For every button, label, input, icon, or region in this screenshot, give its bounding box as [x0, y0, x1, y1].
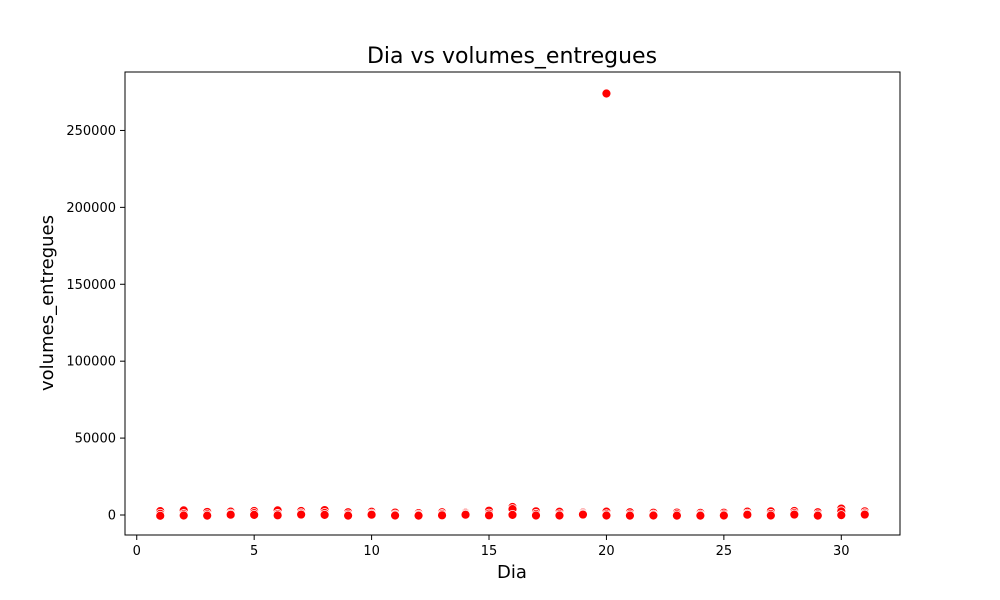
data-point [484, 510, 494, 521]
y-tick-label: 250000 [66, 124, 116, 139]
data-point [413, 510, 424, 521]
y-tick-label: 0 [108, 509, 116, 524]
data-point [296, 509, 307, 520]
x-tick-label: 5 [250, 544, 258, 559]
x-axis: 0 5 10 15 20 25 30 [133, 535, 850, 559]
data-point [742, 509, 753, 520]
x-tick-label: 20 [598, 544, 615, 559]
y-axis-label: volumes_entregues [37, 215, 58, 391]
data-point [601, 510, 612, 521]
data-point [202, 510, 213, 521]
data-point [249, 509, 260, 520]
data-point [718, 510, 729, 521]
x-tick-label: 10 [363, 544, 380, 559]
data-point [859, 509, 870, 520]
y-tick-label: 200000 [66, 201, 116, 216]
data-point [507, 509, 518, 520]
x-tick-label: 15 [481, 544, 498, 559]
data-point [671, 510, 682, 521]
chart-title: Dia vs volumes_entregues [367, 44, 657, 69]
data-point [578, 509, 588, 520]
data-point [319, 509, 330, 520]
data-point [812, 510, 823, 521]
data-point [437, 510, 447, 521]
x-tick-label: 0 [133, 544, 141, 559]
data-point [695, 510, 706, 521]
data-point [648, 510, 659, 521]
plot-frame [124, 71, 901, 536]
data-point [765, 510, 776, 521]
data-point [625, 510, 635, 521]
y-axis: 0 50000 100000 150000 200000 250000 [66, 124, 125, 524]
x-tick-label: 30 [833, 544, 850, 559]
data-point [155, 510, 166, 521]
data-point [225, 509, 236, 520]
y-tick-label: 50000 [75, 432, 116, 447]
data-point [460, 509, 471, 520]
x-axis-label: Dia [497, 562, 527, 583]
data-point [178, 510, 189, 521]
y-tick-label: 100000 [66, 355, 116, 370]
data-point [554, 510, 565, 521]
data-point [836, 510, 847, 521]
y-tick-label: 150000 [66, 278, 116, 293]
data-point [272, 510, 283, 521]
data-point [343, 510, 354, 521]
data-point [789, 509, 800, 520]
data-point [601, 88, 612, 99]
data-point [390, 510, 400, 521]
points-layer [155, 88, 870, 521]
data-point [366, 509, 377, 520]
data-point [531, 510, 541, 521]
x-tick-label: 25 [716, 544, 733, 559]
